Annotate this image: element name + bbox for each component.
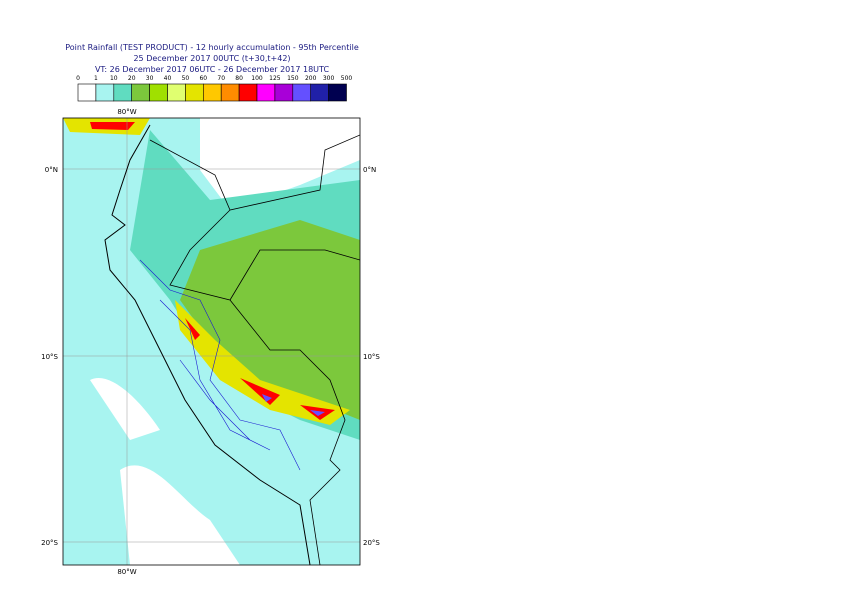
lat-label: 20°S [41, 539, 58, 547]
colorbar-label: 10 [110, 75, 118, 82]
dry-area [120, 465, 240, 565]
title-line: VT: 26 December 2017 06UTC - 26 December… [95, 65, 329, 74]
colorbar-label: 1 [94, 75, 98, 82]
lon-label: 80°W [117, 568, 136, 576]
map-frame [62, 117, 361, 566]
border [149, 134, 360, 565]
rain-field [175, 300, 350, 425]
colorbar-box [220, 83, 240, 102]
colorbar-label: 500 [341, 75, 353, 82]
dry-area [90, 378, 160, 440]
colorbar-box [77, 83, 97, 102]
lat-label: 0°N [45, 166, 58, 174]
colorbar-label: 70 [217, 75, 225, 82]
colorbar-box [203, 83, 222, 102]
colorbar-label: 30 [146, 75, 154, 82]
colorbar-box [310, 83, 329, 102]
lat-label: 0°N [363, 166, 376, 174]
title-line: 25 December 2017 00UTC (t+30,t+42) [133, 54, 290, 63]
colorbar-label: 150 [287, 75, 299, 82]
colorbar-box [185, 83, 204, 102]
colorbar-box [274, 83, 294, 102]
lat-label: 10°S [363, 353, 380, 361]
rain-field [180, 220, 360, 420]
colorbar-box [149, 83, 168, 102]
region-border [139, 259, 301, 471]
rain-field [262, 394, 325, 416]
colorbar: 0 1 10 20 30 40 50 60 70 80 100 125 150 200 300 500 [76, 75, 353, 102]
coastline [104, 124, 311, 565]
rain-field [90, 122, 135, 130]
dry-area [200, 118, 360, 210]
colorbar-label: 0 [76, 75, 80, 82]
colorbar-label: 125 [269, 75, 281, 82]
colorbar-label: 100 [251, 75, 263, 82]
colorbar-box [167, 83, 186, 102]
colorbar-box [256, 83, 276, 102]
colorbar-label: 40 [164, 75, 172, 82]
rain-field [185, 318, 335, 420]
colorbar-box [95, 83, 115, 102]
colorbar-box [292, 83, 311, 102]
title-line: Point Rainfall (TEST PRODUCT) - 12 hourl… [65, 43, 359, 52]
colorbar-label: 300 [323, 75, 335, 82]
lat-label: 20°S [363, 539, 380, 547]
colorbar-label: 50 [182, 75, 190, 82]
lat-label: 10°S [41, 353, 58, 361]
colorbar-box [238, 83, 258, 102]
colorbar-box [328, 83, 347, 102]
colorbar-box [113, 83, 133, 102]
colorbar-label: 60 [199, 75, 207, 82]
colorbar-label: 200 [305, 75, 317, 82]
map: 80°W 80°W 0°N 10°S 20°S 0°N 10°S 20°S [41, 108, 380, 576]
colorbar-box [131, 83, 150, 102]
colorbar-label: 20 [128, 75, 136, 82]
lon-label: 80°W [117, 108, 136, 116]
colorbar-label: 80 [235, 75, 243, 82]
title-block: Point Rainfall (TEST PRODUCT) - 12 hourl… [65, 43, 359, 74]
